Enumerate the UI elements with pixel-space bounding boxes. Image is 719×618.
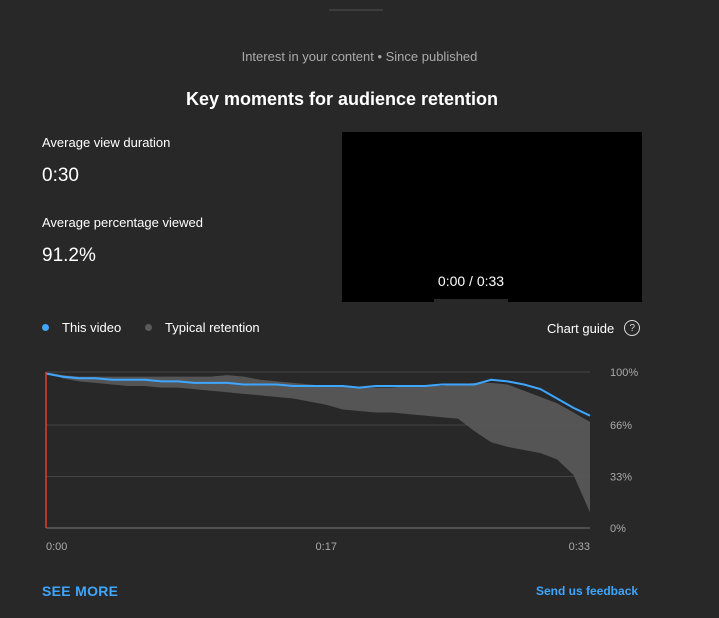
x-tick-label: 0:33: [569, 541, 590, 553]
this-video-swatch: [42, 324, 49, 331]
this-video-line: [45, 372, 591, 417]
help-icon: ?: [624, 320, 641, 336]
avg-percentage-viewed-value: 91.2%: [42, 245, 96, 266]
avg-percentage-viewed-label: Average percentage viewed: [42, 215, 203, 230]
avg-view-duration-label: Average view duration: [42, 135, 171, 150]
chart-guide-label: Chart guide: [547, 320, 615, 336]
y-tick-label: 66%: [610, 420, 632, 432]
retention-chart[interactable]: 100% 66% 33% 0% 0:00 0:17 0:33: [0, 355, 719, 565]
legend-typical: Typical retention: [145, 320, 260, 335]
typical-retention-band: [46, 372, 590, 513]
video-time-readout: 0:00 / 0:33: [437, 273, 505, 289]
x-tick-label: 0:00: [46, 541, 67, 553]
x-tick-label: 0:17: [316, 541, 337, 553]
see-more-link[interactable]: SEE MORE: [42, 583, 119, 599]
page-subtitle: Interest in your content • Since publish…: [241, 49, 478, 64]
avg-view-duration-value: 0:30: [42, 165, 79, 186]
legend-this-video: This video: [42, 320, 121, 335]
y-tick-label: 100%: [610, 367, 638, 379]
send-feedback-link[interactable]: Send us feedback: [536, 584, 639, 598]
video-preview[interactable]: [342, 132, 642, 302]
legend-this-video-label: This video: [62, 320, 122, 335]
drag-handle: [329, 9, 383, 11]
typical-swatch: [145, 324, 152, 331]
y-tick-label: 0%: [610, 523, 626, 535]
y-tick-label: 33%: [610, 472, 632, 484]
legend-typical-label: Typical retention: [165, 320, 260, 335]
page-title: Key moments for audience retention: [185, 89, 499, 109]
chart-guide-button[interactable]: Chart guide ?: [547, 320, 641, 336]
video-scrubber[interactable]: [434, 299, 508, 303]
